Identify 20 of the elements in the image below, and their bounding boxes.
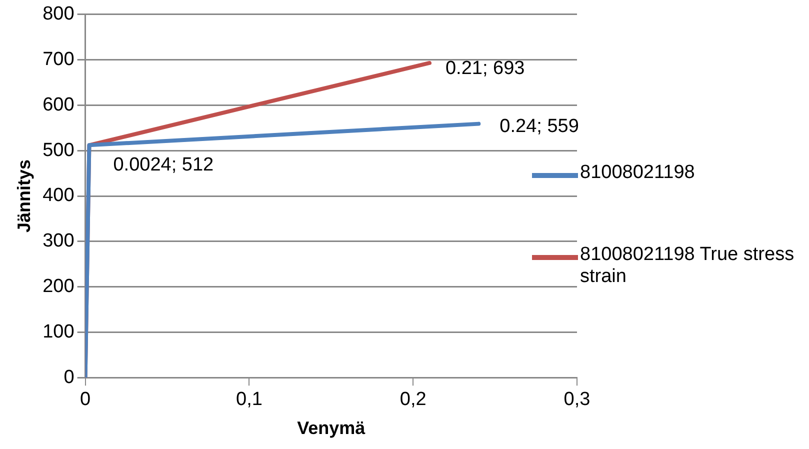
x-axis-title: Venymä	[297, 418, 366, 438]
legend-label: 81008021198 True stress strain	[580, 244, 796, 288]
y-tick-label: 200	[42, 276, 74, 298]
x-tick-label: 0,3	[564, 389, 590, 410]
y-tick-label: 0	[64, 366, 74, 388]
x-tick-label: 0,1	[236, 389, 262, 410]
annotation: 0.21; 693	[445, 58, 525, 80]
annotation: 0.0024; 512	[113, 154, 214, 176]
y-tick-label: 500	[42, 140, 74, 161]
legend-label: 81008021198	[580, 162, 695, 184]
y-tick-label: 600	[42, 94, 74, 116]
y-tick-label: 300	[42, 230, 74, 252]
y-tick-label: 100	[42, 321, 74, 342]
x-tick-label: 0	[80, 389, 91, 410]
y-tick-label: 800	[42, 4, 74, 25]
y-tick-label: 400	[42, 185, 74, 206]
y-axis-title: Jännitys	[14, 159, 34, 233]
annotation: 0.24; 559	[500, 116, 579, 138]
y-tick-label: 700	[42, 49, 74, 70]
x-tick-label: 0,2	[400, 389, 426, 410]
